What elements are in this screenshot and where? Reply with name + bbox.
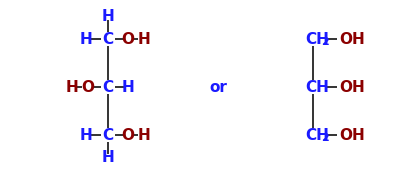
Text: H: H	[102, 8, 114, 24]
Text: CH: CH	[305, 31, 329, 47]
Text: C: C	[102, 79, 114, 94]
Text: O: O	[82, 79, 94, 94]
Text: or: or	[209, 79, 227, 94]
Text: CH: CH	[305, 128, 329, 142]
Text: 2: 2	[321, 133, 329, 143]
Text: H: H	[80, 31, 92, 47]
Text: H: H	[66, 79, 78, 94]
Text: H: H	[138, 31, 150, 47]
Text: O: O	[122, 31, 134, 47]
Text: H: H	[102, 151, 114, 165]
Text: C: C	[102, 128, 114, 142]
Text: H: H	[122, 79, 134, 94]
Text: H: H	[138, 128, 150, 142]
Text: OH: OH	[339, 128, 365, 142]
Text: OH: OH	[339, 79, 365, 94]
Text: C: C	[102, 31, 114, 47]
Text: O: O	[122, 128, 134, 142]
Text: CH: CH	[305, 79, 329, 94]
Text: OH: OH	[339, 31, 365, 47]
Text: 2: 2	[321, 37, 329, 47]
Text: H: H	[80, 128, 92, 142]
